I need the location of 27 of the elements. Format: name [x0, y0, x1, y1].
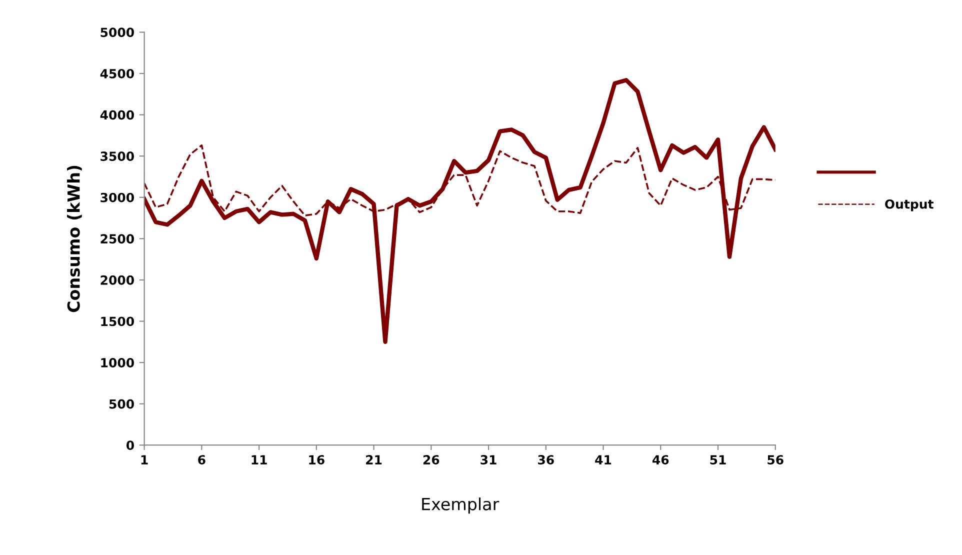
legend-label: Output	[885, 199, 934, 212]
x-tick-label: 36	[538, 455, 554, 465]
y-tick-label: 2500	[100, 234, 134, 244]
x-tick-label: 11	[252, 455, 267, 464]
y-tick-label: 3500	[100, 152, 134, 161]
x-tick-label: 56	[768, 455, 784, 465]
x-tick-label: 16	[309, 455, 324, 465]
x-tick-label: 1	[141, 455, 148, 464]
y-tick-label: 0	[126, 440, 134, 450]
y-tick-label: 4500	[100, 68, 134, 78]
x-tick-label: 26	[423, 455, 440, 465]
y-axis-title: Consumo (kWh)	[66, 166, 82, 312]
x-axis-title: Exemplar	[422, 497, 500, 514]
x-tick-label: 6	[198, 455, 206, 465]
x-tick-label: 21	[366, 455, 382, 464]
x-tick-label: 51	[710, 455, 726, 465]
x-tick-label: 41	[595, 455, 612, 464]
y-tick-label: 1500	[101, 316, 134, 326]
y-tick-label: 1000	[101, 358, 134, 368]
y-tick-label: 2000	[100, 275, 134, 285]
x-tick-label: 31	[480, 455, 496, 465]
y-tick-label: 4000	[100, 110, 134, 120]
y-tick-label: 3000	[100, 192, 134, 202]
x-tick-label: 46	[652, 455, 669, 465]
y-tick-label: 5000	[100, 28, 134, 38]
y-tick-label: 500	[109, 399, 134, 409]
line-series	[144, 78, 776, 344]
